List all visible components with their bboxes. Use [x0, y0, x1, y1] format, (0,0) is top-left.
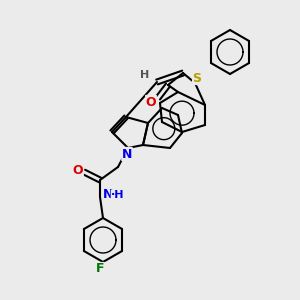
Text: N: N: [122, 148, 132, 160]
Text: N: N: [103, 188, 113, 202]
Text: O: O: [146, 95, 156, 109]
Text: ·H: ·H: [111, 190, 125, 200]
Text: H: H: [140, 70, 150, 80]
Text: F: F: [96, 262, 104, 275]
Text: O: O: [73, 164, 83, 176]
Text: S: S: [193, 71, 202, 85]
